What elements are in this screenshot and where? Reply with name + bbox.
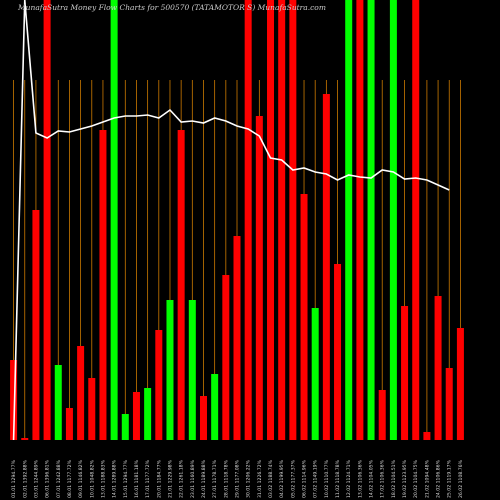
bar: [43, 0, 51, 440]
bar: [267, 0, 275, 440]
x-tick-label: 11.02 1118.78%: [335, 459, 341, 498]
bar: [222, 275, 230, 440]
x-tick-label: 15.01 1294.77%: [123, 459, 129, 498]
bar: [77, 346, 85, 440]
x-tick-label: 21.02 1094.48%: [424, 459, 430, 498]
bar: [121, 414, 129, 440]
x-tick-label: 14.02 1104.05%: [369, 459, 375, 498]
x-tick-label: 21.01 1229.98%: [167, 459, 173, 498]
x-tick-label: 02.01 1392.88%: [22, 459, 28, 498]
bar: [334, 264, 342, 440]
bar: [367, 0, 375, 440]
bar: [456, 328, 464, 440]
bar: [311, 308, 319, 440]
x-tick-label: 10.02 1110.77%: [324, 459, 330, 498]
bar: [144, 388, 152, 440]
x-tick-label: 07.02 1149.19%: [313, 459, 319, 498]
bar: [278, 0, 286, 440]
bar: [401, 306, 409, 440]
bar: [322, 94, 330, 440]
x-tick-label: 20.02 1104.75%: [413, 459, 419, 498]
bar: [255, 116, 263, 440]
x-tick-label: 24.02 1106.86%: [436, 459, 442, 498]
x-tick-label: 13.01 1188.83%: [100, 459, 106, 498]
x-tick-label: 16.01 1181.18%: [134, 459, 140, 498]
bar: [88, 378, 96, 440]
x-tick-label: 01.01 1294.77%: [11, 459, 17, 498]
x-tick-label: 06.02 1114.96%: [302, 459, 308, 498]
bar: [345, 0, 353, 440]
bar: [211, 374, 219, 440]
bar: [155, 330, 163, 440]
x-tick-label: 27.01 1178.71%: [212, 459, 218, 498]
bar: [188, 300, 196, 440]
x-tick-label: 09.01 1146.82%: [78, 459, 84, 498]
bar: [32, 210, 40, 440]
x-tick-label: 03.01 1244.89%: [33, 459, 39, 498]
x-tick-label: 26.02 1108.76%: [458, 459, 464, 498]
x-tick-label: 22.01 1261.18%: [179, 459, 185, 498]
x-tick-label: 29.01 1177.08%: [235, 459, 241, 498]
x-tick-label: 28.01 1118.78%: [223, 459, 229, 498]
bar: [199, 396, 207, 440]
x-tick-label: 10.01 1048.82%: [89, 459, 95, 498]
x-tick-label: 12.02 1124.71%: [346, 459, 352, 498]
bar: [54, 365, 62, 440]
bar: [177, 130, 185, 440]
price-line: [12, 0, 450, 441]
x-tick-label: 13.02 1106.36%: [357, 459, 363, 498]
x-tick-label: 03.02 1188.74%: [268, 459, 274, 498]
chart-title: MunafaSutra Money Flow Charts for 500570…: [17, 3, 326, 12]
x-tick-label: 08.01 1177.72%: [67, 459, 73, 498]
bar: [389, 0, 397, 440]
bar: [423, 432, 431, 440]
bar: [166, 300, 174, 440]
bar: [300, 194, 308, 440]
x-tick-label: 06.01 1396.81%: [45, 459, 51, 498]
bar: [289, 0, 297, 440]
bar: [445, 368, 453, 440]
x-tick-label: 30.01 1206.22%: [246, 459, 252, 498]
bar: [65, 408, 73, 440]
bar: [412, 0, 420, 440]
bar: [21, 438, 29, 440]
x-tick-label: 23.01 1160.89%: [190, 459, 196, 498]
x-tick-label: 20.01 1184.77%: [156, 459, 162, 498]
x-tick-label: 18.02 1104.51%: [391, 459, 397, 498]
bar: [233, 236, 241, 440]
x-tick-label: 24.01 1189.88%: [201, 459, 207, 498]
bar: [99, 130, 107, 440]
x-tick-label: 17.02 1106.36%: [380, 459, 386, 498]
x-tick-label: 05.02 1177.37%: [290, 459, 296, 498]
x-tick-label: 07.01 1242.88%: [56, 459, 62, 498]
bar: [356, 0, 364, 440]
bar: [110, 0, 118, 440]
x-tick-label: 04.02 1199.95%: [279, 459, 285, 498]
bar: [132, 392, 140, 440]
bar: [10, 360, 18, 440]
x-tick-label: 14.01 1289.88%: [112, 459, 118, 498]
x-tick-label: 19.02 1123.95%: [402, 459, 408, 498]
x-tick-label: 17.01 1177.72%: [145, 459, 151, 498]
bar: [244, 0, 252, 440]
x-tick-label: 25.02 1119.17%: [447, 459, 453, 498]
x-tick-label: 31.01 1226.72%: [257, 459, 263, 498]
bar: [434, 296, 442, 440]
bar: [378, 390, 386, 440]
